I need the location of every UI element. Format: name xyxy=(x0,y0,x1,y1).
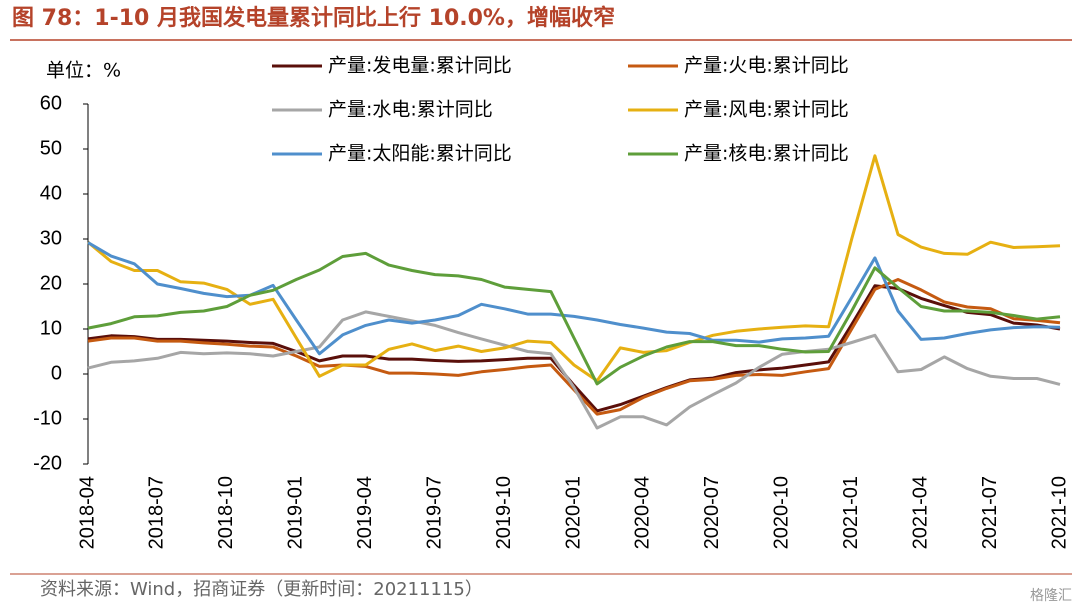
legend-label: 产量:火电:累计同比 xyxy=(684,55,849,77)
y-tick-label: 20 xyxy=(40,272,62,294)
x-tick-label: 2019-10 xyxy=(493,476,515,549)
chart-title: 图 78：1-10 月我国发电量累计同比上行 10.0%，增幅收窄 xyxy=(12,5,615,31)
y-tick-label: -10 xyxy=(33,407,62,429)
legend-label: 产量:风电:累计同比 xyxy=(684,99,849,121)
legend-label: 产量:发电量:累计同比 xyxy=(328,55,512,77)
y-tick-label: 60 xyxy=(40,92,62,114)
x-tick-label: 2021-04 xyxy=(909,476,931,549)
x-tick-label: 2021-01 xyxy=(840,476,862,549)
x-tick-label: 2020-01 xyxy=(562,476,584,549)
x-tick-label: 2018-04 xyxy=(76,476,98,549)
y-tick-label: 0 xyxy=(51,362,62,384)
series-line xyxy=(87,251,1061,386)
x-tick-label: 2020-04 xyxy=(632,476,654,549)
legend-label: 产量:太阳能:累计同比 xyxy=(328,143,512,165)
series-line xyxy=(87,154,1061,383)
y-tick-label: 30 xyxy=(40,227,62,249)
x-tick-label: 2019-07 xyxy=(423,476,445,549)
x-tick-label: 2018-07 xyxy=(146,476,168,549)
y-tick-label: 40 xyxy=(40,182,62,204)
x-tick-label: 2021-10 xyxy=(1048,476,1070,549)
x-tick-label: 2019-01 xyxy=(285,476,307,549)
source-note: 资料来源：Wind，招商证券（更新时间：20211115） xyxy=(40,579,483,600)
x-tick-label: 2019-04 xyxy=(354,476,376,549)
x-tick-label: 2020-10 xyxy=(771,476,793,549)
legend-label: 产量:核电:累计同比 xyxy=(684,143,849,165)
y-axis-label: 单位：% xyxy=(46,60,121,82)
y-tick-label: 10 xyxy=(40,317,62,339)
watermark: 格隆汇 xyxy=(1030,588,1072,604)
x-tick-label: 2018-10 xyxy=(215,476,237,549)
y-tick-label: -20 xyxy=(33,452,62,474)
y-tick-label: 50 xyxy=(40,137,62,159)
series-line xyxy=(87,310,1061,430)
x-tick-label: 2021-07 xyxy=(979,476,1001,549)
legend-label: 产量:水电:累计同比 xyxy=(328,99,493,121)
x-tick-label: 2020-07 xyxy=(701,476,723,549)
